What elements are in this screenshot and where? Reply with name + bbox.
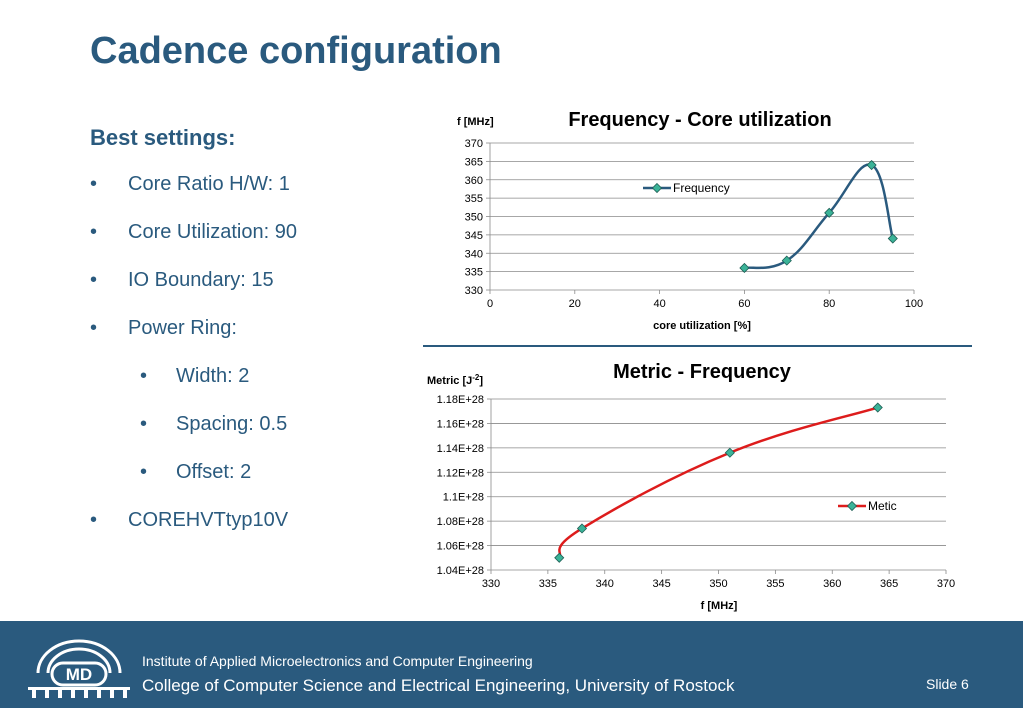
x-tick-label: 330 xyxy=(482,578,500,590)
x-tick-label: 100 xyxy=(905,298,923,310)
bullet-dot-icon: • xyxy=(90,221,98,243)
university-logo-icon: MD xyxy=(28,639,130,698)
bullet-list: Best settings: • Core Ratio H/W: 1 • Core U… xyxy=(90,125,410,557)
bullet-dot-icon: • xyxy=(90,269,98,291)
x-tick-label: 20 xyxy=(569,298,581,310)
x-tick-label: 345 xyxy=(652,578,670,590)
x-tick-label: 340 xyxy=(596,578,614,590)
y-tick-label: 365 xyxy=(465,156,483,168)
x-axis-label: core utilization [%] xyxy=(653,320,751,332)
x-tick-label: 80 xyxy=(823,298,835,310)
bullet-dot-icon: • xyxy=(140,413,148,435)
y-tick-label: 1.04E+28 xyxy=(437,565,484,577)
y-tick-label: 340 xyxy=(465,248,483,260)
series-line xyxy=(558,406,879,559)
bullet-dot-icon: • xyxy=(90,509,98,531)
footer-institute: Institute of Applied Microelectronics an… xyxy=(142,653,533,669)
x-tick-label: 0 xyxy=(487,298,493,310)
legend-marker xyxy=(846,500,858,512)
bullet-text: Power Ring: xyxy=(128,317,237,339)
y-tick-label: 370 xyxy=(465,138,483,150)
bullet-text: Core Utilization: 90 xyxy=(128,221,297,243)
x-tick-label: 40 xyxy=(653,298,665,310)
bullet-heading: Best settings: xyxy=(90,125,236,150)
bullet-dot-icon: • xyxy=(90,173,98,195)
slide-number: Slide 6 xyxy=(926,676,969,692)
charts-canvas: 330 335 340 345 350 355 360 365 370 0 20 40 60 80 100 F… xyxy=(423,109,972,612)
y-tick-label: 355 xyxy=(465,193,483,205)
data-point xyxy=(866,159,877,171)
data-point xyxy=(554,552,565,563)
y-tick-label: 1.14E+28 xyxy=(437,443,484,455)
bullet-text: IO Boundary: 15 xyxy=(128,269,274,291)
bullet-item: • Power Ring: xyxy=(90,317,410,365)
data-point xyxy=(724,447,735,458)
data-point xyxy=(576,523,588,534)
y-tick-label: 360 xyxy=(465,175,483,187)
x-tick-label: 350 xyxy=(709,578,727,590)
bullet-text: Spacing: 0.5 xyxy=(176,413,288,435)
chart-title: Metric - Frequency xyxy=(613,361,792,383)
bullet-item: • COREHVTtyp10V xyxy=(90,509,410,557)
bullet-item: • IO Boundary: 15 xyxy=(90,269,410,317)
y-tick-label: 1.12E+28 xyxy=(437,467,484,479)
bullet-item: • Offset: 2 xyxy=(90,461,410,509)
legend-label: Metic xyxy=(868,499,897,513)
bullet-text: COREHVTtyp10V xyxy=(128,509,289,531)
bullet-item: • Spacing: 0.5 xyxy=(90,413,410,461)
data-point xyxy=(872,402,883,413)
y-tick-label: 345 xyxy=(465,230,483,242)
data-point xyxy=(887,233,898,244)
x-tick-label: 355 xyxy=(766,578,784,590)
bullet-text: Width: 2 xyxy=(176,365,250,387)
x-tick-label: 335 xyxy=(539,578,557,590)
y-tick-label: 1.1E+28 xyxy=(443,492,484,504)
y-tick-label: 330 xyxy=(465,285,483,297)
legend-marker xyxy=(651,182,663,194)
y-tick-label: 335 xyxy=(465,267,483,279)
data-point xyxy=(824,207,835,218)
bullet-dot-icon: • xyxy=(140,365,148,387)
x-tick-label: 360 xyxy=(823,578,841,590)
bullet-text: Core Ratio H/W: 1 xyxy=(128,173,290,195)
slide-title: Cadence configuration xyxy=(90,30,502,72)
y-tick-label: 350 xyxy=(465,212,483,224)
chart-title: Frequency - Core utilization xyxy=(568,109,831,131)
x-tick-label: 365 xyxy=(880,578,898,590)
bullet-dot-icon: • xyxy=(140,461,148,483)
x-axis-label: f [MHz] xyxy=(701,600,738,612)
x-tick-label: 60 xyxy=(738,298,750,310)
y-axis-label: f [MHz] xyxy=(457,116,494,128)
bullet-item: • Core Utilization: 90 xyxy=(90,221,410,269)
svg-text:MD: MD xyxy=(66,665,92,684)
bullet-item: • Core Ratio H/W: 1 xyxy=(90,173,410,221)
bullet-text: Offset: 2 xyxy=(176,461,252,483)
x-tick-label: 370 xyxy=(937,578,955,590)
y-tick-label: 1.06E+28 xyxy=(437,541,484,553)
bullet-item: • Width: 2 xyxy=(90,365,410,413)
data-point xyxy=(781,255,792,266)
y-axis-label: Metric [J-2] xyxy=(427,373,483,387)
bullet-dot-icon: • xyxy=(90,317,98,339)
footer-bar: MD Institute of Applied Microelectronics… xyxy=(0,621,1023,708)
y-tick-label: 1.08E+28 xyxy=(437,516,484,528)
data-point xyxy=(739,262,750,274)
footer-college: College of Computer Science and Electric… xyxy=(142,676,735,695)
y-tick-label: 1.16E+28 xyxy=(437,418,484,430)
y-tick-label: 1.18E+28 xyxy=(437,394,484,406)
legend-label: Frequency xyxy=(673,181,730,195)
